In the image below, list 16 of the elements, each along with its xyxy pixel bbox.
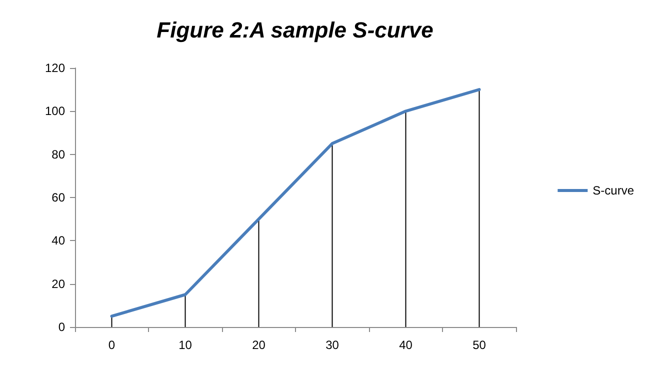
y-tick-label: 80 — [52, 147, 66, 162]
y-tick-label: 0 — [58, 320, 66, 334]
x-tick-label: 40 — [399, 338, 413, 352]
x-tick-label: 20 — [252, 338, 266, 352]
y-tick-label: 100 — [44, 104, 66, 118]
y-tick-label: 20 — [52, 276, 66, 291]
x-tick-label: 0 — [108, 338, 116, 352]
line-series — [110, 88, 481, 318]
x-tick-label: 30 — [326, 338, 340, 352]
y-tick-label: 60 — [52, 190, 66, 204]
legend-label: S-curve — [592, 184, 634, 198]
chart-title: Figure 2:A sample S-curve — [156, 18, 434, 42]
y-tick-label: 40 — [52, 234, 66, 248]
x-tick-label: 10 — [178, 338, 192, 352]
x-tick-label: 50 — [472, 338, 486, 352]
y-tick-label: 120 — [44, 61, 66, 75]
